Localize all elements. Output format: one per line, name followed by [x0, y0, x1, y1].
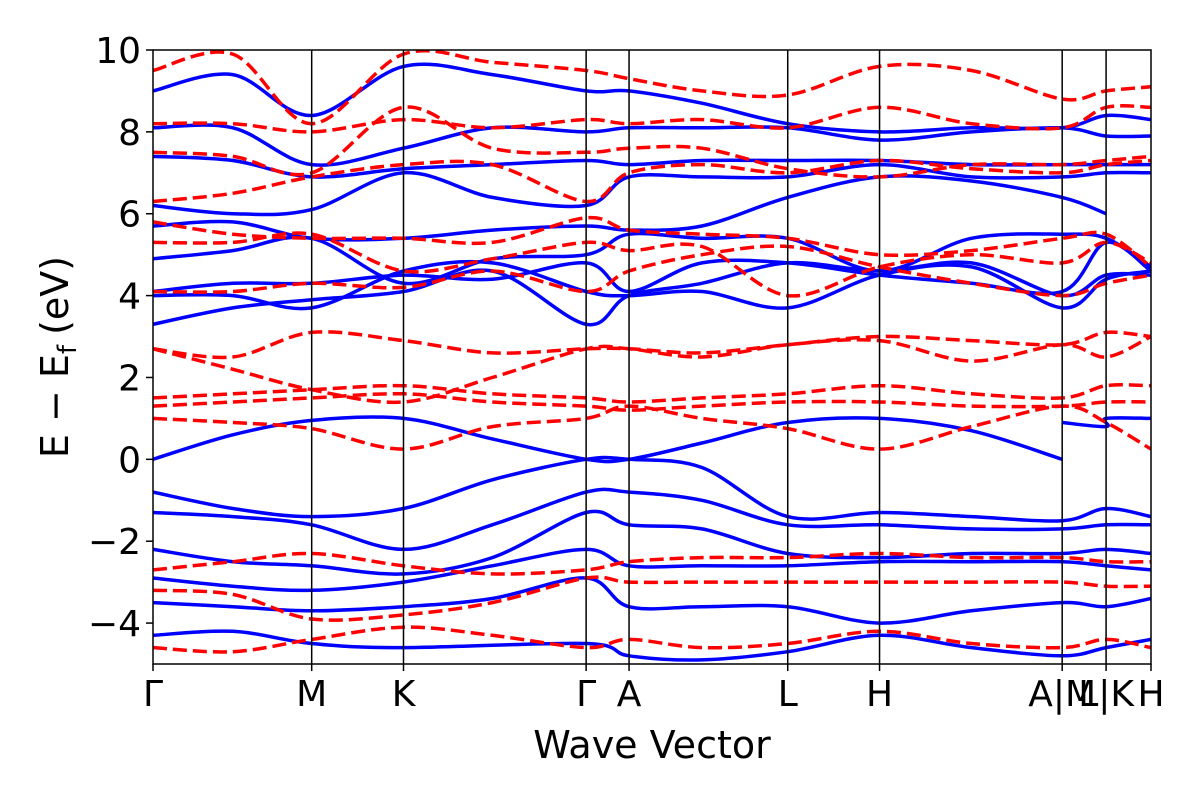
band-line-dashed [153, 158, 1151, 204]
x-tick-label: L [778, 674, 798, 715]
band-line-solid [153, 629, 1151, 662]
band-line-dashed [153, 551, 1151, 576]
band-line-solid [153, 576, 1151, 625]
x-tick-label: Γ [576, 674, 596, 715]
y-tick-label: −4 [88, 604, 141, 645]
y-tick-label: 8 [118, 113, 141, 154]
band-line-dashed [153, 391, 1151, 412]
band-line-solid [153, 162, 1151, 217]
x-tick-label: A [617, 674, 642, 715]
y-tick-label: 2 [118, 358, 141, 399]
x-tick-label: M [296, 674, 327, 715]
band-line-solid [153, 231, 1151, 286]
y-axis-ticks: −4 −2 0 2 4 6 8 10 [88, 31, 153, 645]
band-line-solid [153, 260, 1151, 327]
y-tick-label: −2 [88, 522, 141, 563]
band-line-dashed [153, 625, 1151, 654]
y-axis-title-subscript: f [53, 344, 83, 354]
band-line-dashed [153, 404, 1151, 451]
band-line-dashed [153, 50, 1151, 126]
band-line-dashed [153, 330, 1151, 360]
band-line-dashed [153, 215, 1151, 269]
band-line-dashed [153, 575, 1151, 622]
x-tick-label: Γ [143, 674, 163, 715]
y-axis-title-unit: (eV) [33, 256, 77, 335]
y-tick-label: 6 [118, 195, 141, 236]
high-symmetry-lines [310, 50, 1107, 664]
y-tick-label: 10 [95, 31, 141, 72]
band-line-dashed [153, 244, 1151, 298]
x-axis-title: Wave Vector [533, 723, 771, 767]
x-tick-label: H [866, 674, 893, 715]
x-tick-label: L|K [1078, 674, 1135, 715]
x-tick-label: A|M [1028, 674, 1096, 715]
y-tick-label: 4 [118, 277, 141, 318]
band-line-solid [153, 487, 1151, 552]
y-tick-label: 0 [118, 440, 141, 481]
band-line-solid [153, 415, 1063, 464]
band-line-solid [153, 547, 1151, 593]
band-line-dashed [153, 231, 1151, 298]
bands-layer [153, 50, 1151, 662]
y-axis-title-main: E − E [33, 354, 77, 458]
x-axis-ticks: Γ M K Γ A L H A|ML|K H [143, 664, 1165, 715]
y-axis-title: E − Ef (eV) [33, 256, 83, 458]
plot-frame [152, 49, 1152, 665]
band-line-dashed [153, 105, 1151, 179]
band-line-dashed [153, 383, 1151, 404]
band-line-solid [153, 455, 1151, 523]
x-tick-label: K [392, 674, 417, 715]
band-line-dashed [153, 334, 1151, 405]
band-line-solid [153, 240, 1151, 296]
x-tick-label: H [1137, 674, 1164, 715]
band-line-dashed [153, 104, 1151, 134]
band-line-solid [153, 259, 1151, 311]
band-line-solid [153, 509, 1151, 576]
